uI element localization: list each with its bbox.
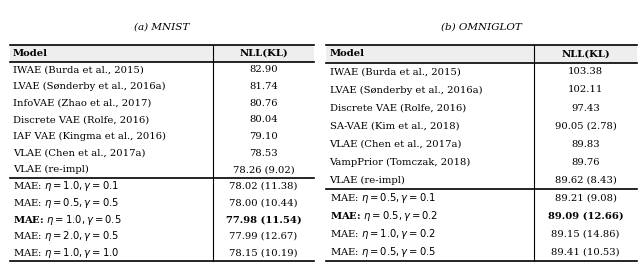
Text: SA-VAE (Kim et al., 2018): SA-VAE (Kim et al., 2018) bbox=[330, 121, 459, 131]
Text: 78.00 (10.44): 78.00 (10.44) bbox=[229, 199, 298, 208]
Text: 78.53: 78.53 bbox=[249, 149, 278, 158]
Text: LVAE (Sønderby et al., 2016a): LVAE (Sønderby et al., 2016a) bbox=[330, 86, 482, 95]
Text: Model: Model bbox=[13, 49, 47, 58]
Text: (b) OMNIGLOT: (b) OMNIGLOT bbox=[441, 23, 522, 32]
Text: 78.15 (10.19): 78.15 (10.19) bbox=[229, 248, 298, 258]
Text: Discrete VAE (Rolfe, 2016): Discrete VAE (Rolfe, 2016) bbox=[13, 115, 149, 124]
Text: Model: Model bbox=[330, 49, 365, 58]
Text: VLAE (re-impl): VLAE (re-impl) bbox=[330, 176, 405, 185]
Text: 102.11: 102.11 bbox=[568, 86, 604, 95]
Text: VLAE (Chen et al., 2017a): VLAE (Chen et al., 2017a) bbox=[13, 149, 145, 158]
Text: 89.62 (8.43): 89.62 (8.43) bbox=[555, 176, 616, 185]
Text: 89.83: 89.83 bbox=[572, 140, 600, 149]
Text: MAE: $\eta = 0.5, \gamma = 0.2$: MAE: $\eta = 0.5, \gamma = 0.2$ bbox=[330, 209, 437, 223]
Text: 82.90: 82.90 bbox=[249, 65, 278, 74]
Text: MAE: $\eta = 0.5, \gamma = 0.5$: MAE: $\eta = 0.5, \gamma = 0.5$ bbox=[330, 245, 436, 259]
Text: MAE: $\eta = 0.5, \gamma = 0.1$: MAE: $\eta = 0.5, \gamma = 0.1$ bbox=[330, 191, 436, 205]
Text: 78.26 (9.02): 78.26 (9.02) bbox=[232, 165, 294, 174]
Text: MAE: $\eta = 1.0, \gamma = 0.5$: MAE: $\eta = 1.0, \gamma = 0.5$ bbox=[13, 213, 121, 227]
Text: 77.99 (12.67): 77.99 (12.67) bbox=[229, 232, 298, 241]
Text: 81.74: 81.74 bbox=[249, 82, 278, 91]
Text: 89.15 (14.86): 89.15 (14.86) bbox=[551, 230, 620, 239]
Text: VampPrior (Tomczak, 2018): VampPrior (Tomczak, 2018) bbox=[330, 158, 471, 167]
Bar bbox=[326, 45, 637, 63]
Text: 80.76: 80.76 bbox=[249, 99, 278, 108]
Text: MAE: $\eta = 1.0, \gamma = 1.0$: MAE: $\eta = 1.0, \gamma = 1.0$ bbox=[13, 246, 119, 260]
Text: NLL(KL): NLL(KL) bbox=[239, 49, 288, 58]
Text: VLAE (re-impl): VLAE (re-impl) bbox=[13, 165, 88, 174]
Text: IWAE (Burda et al., 2015): IWAE (Burda et al., 2015) bbox=[13, 65, 143, 74]
Text: 78.02 (11.38): 78.02 (11.38) bbox=[229, 182, 298, 191]
Text: 89.76: 89.76 bbox=[572, 158, 600, 167]
Text: 89.21 (9.08): 89.21 (9.08) bbox=[555, 194, 616, 203]
Text: (a) MNIST: (a) MNIST bbox=[134, 23, 189, 32]
Text: MAE: $\eta = 1.0, \gamma = 0.2$: MAE: $\eta = 1.0, \gamma = 0.2$ bbox=[330, 227, 435, 241]
Text: IAF VAE (Kingma et al., 2016): IAF VAE (Kingma et al., 2016) bbox=[13, 132, 166, 141]
Text: MAE: $\eta = 0.5, \gamma = 0.5$: MAE: $\eta = 0.5, \gamma = 0.5$ bbox=[13, 196, 119, 210]
Text: MAE: $\eta = 1.0, \gamma = 0.1$: MAE: $\eta = 1.0, \gamma = 0.1$ bbox=[13, 180, 119, 194]
Text: 89.41 (10.53): 89.41 (10.53) bbox=[551, 248, 620, 257]
Text: 89.09 (12.66): 89.09 (12.66) bbox=[548, 212, 623, 221]
Text: NLL(KL): NLL(KL) bbox=[561, 49, 610, 58]
Text: 79.10: 79.10 bbox=[249, 132, 278, 141]
Text: 90.05 (2.78): 90.05 (2.78) bbox=[555, 121, 616, 131]
Text: 97.43: 97.43 bbox=[572, 103, 600, 112]
Text: InfoVAE (Zhao et al., 2017): InfoVAE (Zhao et al., 2017) bbox=[13, 99, 151, 108]
Text: IWAE (Burda et al., 2015): IWAE (Burda et al., 2015) bbox=[330, 67, 460, 77]
Text: 103.38: 103.38 bbox=[568, 67, 603, 77]
Text: LVAE (Sønderby et al., 2016a): LVAE (Sønderby et al., 2016a) bbox=[13, 82, 165, 91]
Text: 80.04: 80.04 bbox=[249, 115, 278, 124]
Bar bbox=[10, 45, 314, 62]
Text: 77.98 (11.54): 77.98 (11.54) bbox=[225, 215, 301, 224]
Text: VLAE (Chen et al., 2017a): VLAE (Chen et al., 2017a) bbox=[330, 140, 462, 149]
Text: MAE: $\eta = 2.0, \gamma = 0.5$: MAE: $\eta = 2.0, \gamma = 0.5$ bbox=[13, 229, 119, 243]
Text: Discrete VAE (Rolfe, 2016): Discrete VAE (Rolfe, 2016) bbox=[330, 103, 466, 112]
